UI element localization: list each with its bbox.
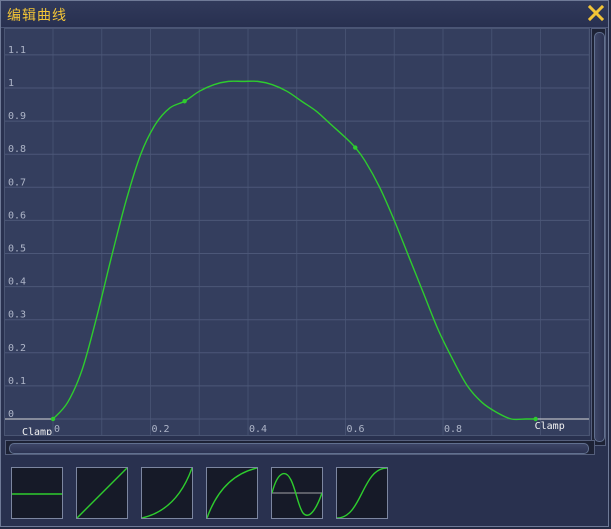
y-tick-label: 0.5 xyxy=(8,244,26,255)
window-title: 编辑曲线 xyxy=(7,8,67,24)
x-tick-label: 0.6 xyxy=(347,424,365,435)
y-tick-label: 0 xyxy=(8,409,14,420)
post-extrapolation-label: Clamp xyxy=(535,421,565,432)
pre-extrapolation-label: Clamp xyxy=(22,427,52,436)
title-bar[interactable]: 编辑曲线 xyxy=(1,1,608,28)
ease-in-out-curve-icon xyxy=(337,468,387,518)
vertical-scroll-thumb[interactable] xyxy=(594,32,605,442)
y-tick-label: 0.2 xyxy=(8,343,26,354)
horizontal-scrollbar[interactable] xyxy=(5,440,595,455)
y-tick-label: 0.3 xyxy=(8,310,26,321)
horizontal-scroll-thumb[interactable] xyxy=(9,443,589,454)
curve-key-point[interactable] xyxy=(182,99,187,104)
preset-sine-button[interactable] xyxy=(271,467,323,519)
y-tick-label: 0.4 xyxy=(8,277,26,288)
y-tick-label: 0.8 xyxy=(8,144,26,155)
y-tick-label: 1 xyxy=(8,78,14,89)
x-tick-label: 0 xyxy=(54,424,60,435)
preset-ease-in-button[interactable] xyxy=(141,467,193,519)
preset-linear-button[interactable] xyxy=(76,467,128,519)
x-tick-label: 0.8 xyxy=(444,424,462,435)
preset-ease-in-out-button[interactable] xyxy=(336,467,388,519)
preset-ease-out-button[interactable] xyxy=(206,467,258,519)
linear-curve-icon xyxy=(77,468,127,518)
curve-graph[interactable]: 0 0.1 0.2 0.3 0.4 0.5 0.6 0.7 0.8 0.9 1 1.1 0 0.2 0.4 0… xyxy=(4,28,590,436)
ease-in-curve-icon xyxy=(142,468,192,518)
y-tick-label: 0.6 xyxy=(8,210,26,221)
close-icon[interactable] xyxy=(587,4,605,22)
y-tick-label: 0.7 xyxy=(8,177,26,188)
curve-key-point[interactable] xyxy=(50,416,56,422)
vertical-scrollbar[interactable] xyxy=(591,28,606,446)
ease-out-curve-icon xyxy=(207,468,257,518)
x-tick-label: 0.4 xyxy=(249,424,267,435)
curve-key-point[interactable] xyxy=(533,416,538,422)
curve-key-point[interactable] xyxy=(353,145,358,150)
y-tick-label: 1.1 xyxy=(8,45,26,56)
curve-series-line xyxy=(52,80,536,421)
x-tick-label: 0.2 xyxy=(152,424,170,435)
constant-curve-icon xyxy=(12,493,62,495)
y-tick-label: 0.9 xyxy=(8,111,26,122)
y-tick-label: 0.1 xyxy=(8,376,26,387)
preset-constant-button[interactable] xyxy=(11,467,63,519)
curve-chart[interactable]: 0 0.1 0.2 0.3 0.4 0.5 0.6 0.7 0.8 0.9 1 1.1 0 0.2 0.4 0… xyxy=(5,29,590,436)
sine-curve-icon xyxy=(272,472,322,516)
